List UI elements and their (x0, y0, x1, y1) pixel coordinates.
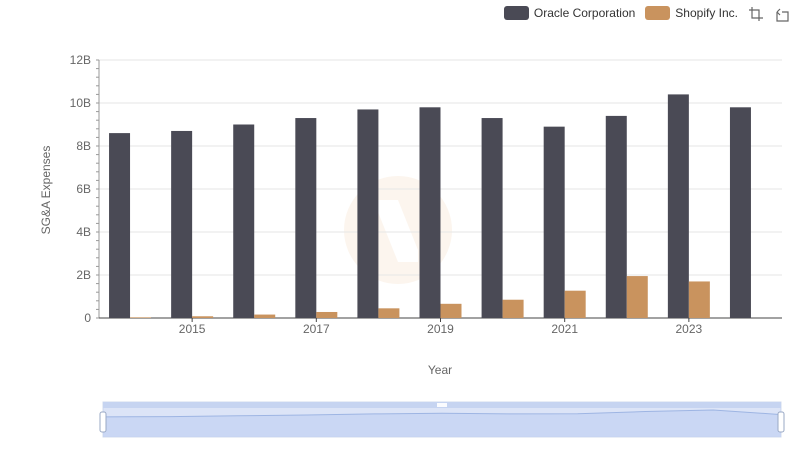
slider-handle-right[interactable] (777, 411, 785, 433)
y-tick-label: 8B (76, 139, 91, 153)
restore-icon[interactable] (774, 6, 790, 22)
y-tick-label: 0 (84, 311, 91, 325)
bar-oracle[interactable] (543, 126, 565, 319)
legend-label-shopify: Shopify Inc. (675, 6, 738, 20)
bar-oracle[interactable] (233, 124, 255, 319)
toolbox (748, 6, 790, 22)
bar-shopify[interactable] (316, 311, 338, 318)
y-tick-label: 12B (70, 53, 91, 67)
bar-oracle[interactable] (357, 109, 379, 318)
y-tick-label: 6B (76, 182, 91, 196)
zoom-icon[interactable] (748, 6, 764, 22)
legend-swatch-oracle (503, 6, 529, 20)
bar-shopify[interactable] (502, 299, 524, 318)
y-tick-label: 10B (70, 96, 91, 110)
bar-oracle[interactable] (171, 130, 193, 318)
bar-oracle[interactable] (109, 133, 131, 318)
bars (109, 94, 751, 319)
slider-drag-grip[interactable] (437, 403, 447, 407)
legend-label-oracle: Oracle Corporation (533, 6, 636, 20)
bar-oracle[interactable] (605, 115, 627, 319)
legend-swatch-shopify (645, 6, 671, 20)
x-axis-title: Year (428, 363, 452, 377)
bar-shopify[interactable] (626, 276, 648, 318)
slider-preview-line (102, 409, 782, 418)
legend-item-shopify[interactable]: Shopify Inc. (645, 6, 738, 20)
bar-oracle[interactable] (667, 94, 689, 319)
x-tick-label: 2019 (427, 322, 454, 336)
bar-oracle[interactable] (295, 118, 317, 318)
x-tick-label: 2017 (303, 322, 330, 336)
y-tick-label: 2B (76, 268, 91, 282)
y-axis-title: SG&A Expenses (39, 146, 53, 235)
bar-shopify[interactable] (440, 303, 462, 318)
slider-handle-left[interactable] (99, 411, 107, 433)
slider-preview-area (103, 410, 781, 437)
bar-shopify[interactable] (130, 317, 152, 318)
y-tick-label: 4B (76, 225, 91, 239)
data-zoom-slider[interactable] (99, 401, 785, 438)
bar-shopify[interactable] (192, 316, 214, 318)
bar-shopify[interactable] (378, 308, 400, 318)
bar-oracle[interactable] (481, 118, 503, 318)
legend-item-oracle[interactable]: Oracle Corporation (503, 6, 636, 20)
x-tick-label: 2021 (551, 322, 578, 336)
bar-oracle[interactable] (729, 107, 751, 318)
x-tick-label: 2023 (676, 322, 703, 336)
bar-oracle[interactable] (419, 107, 441, 318)
bar-shopify[interactable] (564, 290, 586, 318)
legend: Oracle Corporation Shopify Inc. (503, 4, 738, 22)
bar-shopify[interactable] (688, 281, 710, 318)
x-tick-label: 2015 (179, 322, 206, 336)
slider-selected-range[interactable] (103, 402, 781, 437)
bar-shopify[interactable] (254, 314, 276, 318)
